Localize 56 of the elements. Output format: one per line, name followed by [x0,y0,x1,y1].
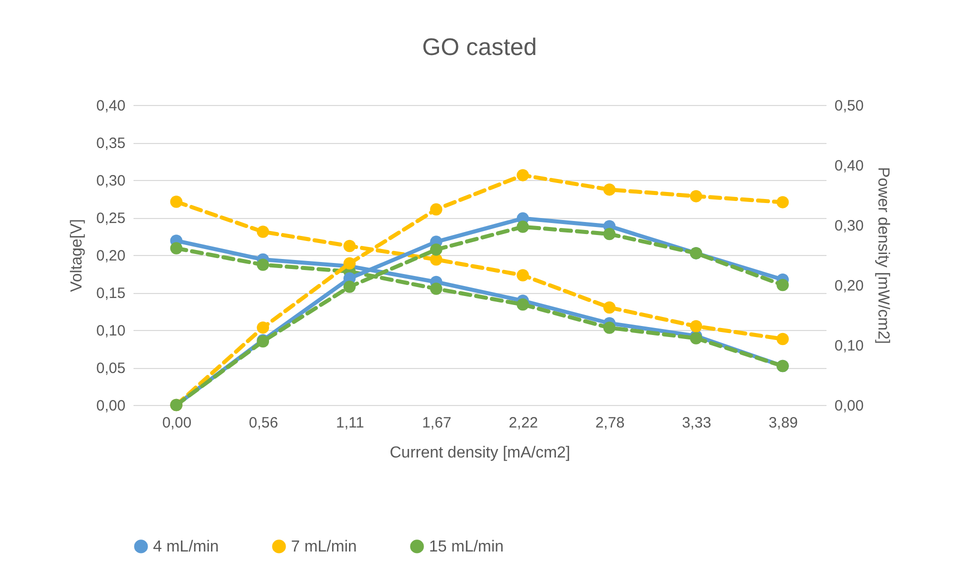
y-tick-label: 0,30 [96,172,126,190]
point [516,169,529,182]
point [170,242,182,254]
point [603,301,616,314]
x-tick-label: 3,89 [768,414,798,432]
point [516,269,529,282]
point [430,253,442,266]
y2-tick-label: 0,00 [834,398,864,414]
x-axis-title: Current density [mA/cm2] [390,444,570,462]
x-tick-label: 0,56 [248,414,278,432]
y-tick-label: 0,15 [96,285,126,302]
y-tick-label: 0,05 [96,360,126,377]
legend-label: 15 mL/min [429,538,504,556]
point [170,196,182,208]
point [776,278,789,292]
point [256,226,270,238]
x-tick-label: 3,33 [682,414,712,432]
y2-tick-label: 0,30 [834,218,864,234]
point [256,321,270,334]
y2-tick-label: 0,40 [834,158,864,174]
point [343,240,356,252]
chart-title: GO casted [422,34,537,61]
x-tick-label: 1,67 [422,414,452,432]
y2-tick-label: 0,10 [834,338,864,354]
y-tick-label: 0,00 [96,398,126,414]
point [430,203,442,216]
point [603,322,616,334]
x-tick-label: 2,78 [595,414,625,432]
x-tick-label: 0,00 [162,414,192,432]
y-tick-label: 0,20 [96,248,126,264]
point [516,220,529,233]
point [343,280,356,293]
point [690,332,702,344]
point [603,183,616,196]
point [776,196,789,208]
y-tick-label: 0,35 [96,135,126,152]
point [430,243,442,256]
point [776,332,789,346]
y2-tick-label: 0,20 [834,278,864,294]
point [516,298,529,311]
point [430,282,442,295]
x-tick-label: 2,22 [508,414,538,432]
point [343,257,356,270]
y-axis-title: Voltage[V] [68,219,86,292]
y-tick-label: 0,10 [96,322,126,340]
y-tick-label: 0,25 [96,210,126,227]
legend-label: 4 mL/min [153,538,219,556]
y-tick-label: 0,40 [96,98,126,114]
x-tick-label: 1,11 [336,414,364,432]
y2-tick-label: 0,50 [834,98,864,114]
point [256,258,270,271]
point [603,228,616,240]
legend-label: 7 mL/min [291,538,357,556]
y2-axis-title: Power density [mW/cm2] [874,167,892,344]
point [690,190,702,202]
point [690,320,702,332]
